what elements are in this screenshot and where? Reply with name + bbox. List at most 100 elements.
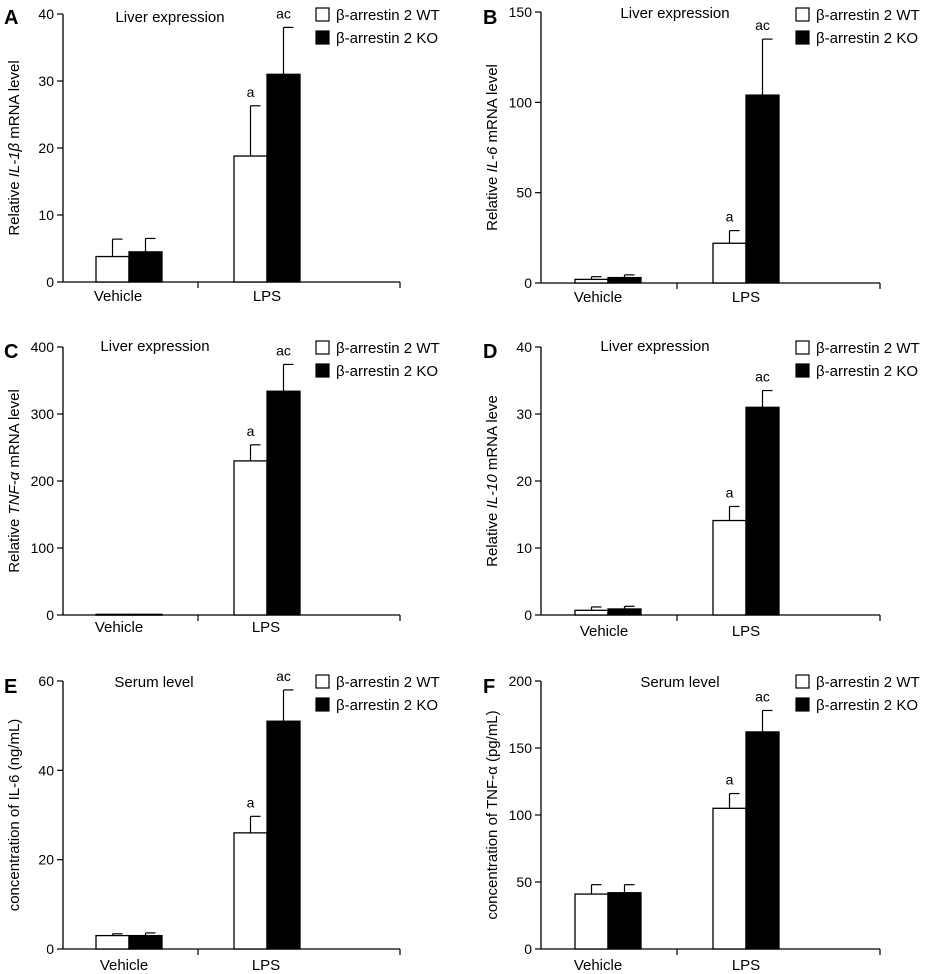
category-label: LPS xyxy=(732,957,760,974)
y-tick-label: 150 xyxy=(509,740,533,756)
y-tick-label: 0 xyxy=(46,941,54,957)
chart-title: Liver expression xyxy=(115,9,224,26)
significance-label: a xyxy=(726,209,734,225)
chart-title: Liver expression xyxy=(600,338,709,355)
legend-label-wt: β-arrestin 2 WT xyxy=(816,340,920,357)
legend-swatch-ko xyxy=(316,698,329,711)
category-label: Vehicle xyxy=(574,289,622,306)
y-axis-label-pre: Relative xyxy=(484,509,501,567)
category-label: LPS xyxy=(252,957,280,974)
bar-ko xyxy=(129,252,162,282)
y-tick-label: 400 xyxy=(31,339,55,355)
legend-swatch-ko xyxy=(316,31,329,44)
y-tick-label: 50 xyxy=(516,185,532,201)
y-tick-label: 50 xyxy=(516,874,532,890)
bar-wt xyxy=(575,279,608,283)
category-label: LPS xyxy=(732,289,760,306)
y-tick-label: 0 xyxy=(46,607,54,623)
panel-letter: E xyxy=(4,676,17,698)
bar-ko xyxy=(608,893,641,949)
legend-label-wt: β-arrestin 2 WT xyxy=(816,7,920,24)
legend: β-arrestin 2 WT β-arrestin 2 KO xyxy=(796,7,920,47)
chart-title: Serum level xyxy=(640,674,719,691)
significance-label: ac xyxy=(755,369,770,385)
chart-panel-a: A 0 10 20 30 40 Vehicle LPS Relative IL-1β mRNA … xyxy=(4,5,440,305)
bar-ko xyxy=(267,391,300,615)
panel-letter: A xyxy=(4,7,18,29)
legend: β-arrestin 2 WT β-arrestin 2 KO xyxy=(796,340,920,380)
legend-swatch-wt xyxy=(316,8,329,21)
category-label: Vehicle xyxy=(94,288,142,305)
legend: β-arrestin 2 WT β-arrestin 2 KO xyxy=(796,674,920,714)
y-tick-label: 30 xyxy=(38,73,54,89)
y-axis-label-pre: concentration of TNF-α (pg/mL) xyxy=(484,710,501,919)
y-axis-label: Relative IL-1β mRNA level xyxy=(6,60,23,235)
bar-ko xyxy=(129,614,162,615)
y-axis-label: Relative TNF-α mRNA level xyxy=(6,389,23,573)
category-label: LPS xyxy=(252,619,280,636)
bar-wt xyxy=(713,521,746,615)
panel-letter: B xyxy=(483,7,497,29)
legend-label-ko: β-arrestin 2 KO xyxy=(816,363,918,380)
y-tick-label: 100 xyxy=(509,807,533,823)
significance-label: a xyxy=(247,84,255,100)
panel-letter: C xyxy=(4,341,18,363)
legend: β-arrestin 2 WT β-arrestin 2 KO xyxy=(316,7,440,47)
legend: β-arrestin 2 WT β-arrestin 2 KO xyxy=(316,340,440,380)
y-tick-label: 40 xyxy=(516,339,532,355)
y-tick-label: 40 xyxy=(38,6,54,22)
y-tick-label: 10 xyxy=(38,207,54,223)
bar-wt xyxy=(234,156,267,282)
bar-wt xyxy=(96,257,129,282)
y-tick-label: 60 xyxy=(38,673,54,689)
y-axis-label-post: mRNA level xyxy=(6,389,23,472)
significance-label: ac xyxy=(276,5,291,21)
y-tick-label: 20 xyxy=(38,852,54,868)
legend-swatch-ko xyxy=(796,698,809,711)
bar-ko xyxy=(267,74,300,282)
bar-ko xyxy=(267,721,300,949)
legend-swatch-wt xyxy=(796,8,809,21)
y-axis-label-italic: TNF-α xyxy=(6,471,23,514)
y-tick-label: 0 xyxy=(524,607,532,623)
bar-ko xyxy=(746,732,779,949)
significance-label: a xyxy=(247,794,255,810)
y-axis-label: Relative IL-10 mRNA leve xyxy=(484,395,501,567)
y-tick-label: 300 xyxy=(31,406,55,422)
significance-label: a xyxy=(726,484,734,500)
y-tick-label: 200 xyxy=(509,673,533,689)
legend-swatch-wt xyxy=(796,675,809,688)
y-tick-label: 30 xyxy=(516,406,532,422)
category-label: LPS xyxy=(253,288,281,305)
chart-title: Serum level xyxy=(114,674,193,691)
legend-swatch-ko xyxy=(316,364,329,377)
significance-label: a xyxy=(247,423,255,439)
legend-swatch-ko xyxy=(796,364,809,377)
significance-label: ac xyxy=(755,17,770,33)
y-tick-label: 10 xyxy=(516,540,532,556)
y-tick-label: 100 xyxy=(31,540,55,556)
significance-label: a xyxy=(726,772,734,788)
y-axis-label-pre: Relative xyxy=(6,514,23,572)
bar-wt xyxy=(713,808,746,949)
y-tick-label: 20 xyxy=(38,140,54,156)
legend-swatch-ko xyxy=(796,31,809,44)
y-tick-label: 0 xyxy=(46,274,54,290)
y-axis-label-post: mRNA leve xyxy=(484,395,501,474)
significance-label: ac xyxy=(276,668,291,684)
legend-swatch-wt xyxy=(796,341,809,354)
legend-label-wt: β-arrestin 2 WT xyxy=(336,674,440,691)
legend-label-wt: β-arrestin 2 WT xyxy=(816,674,920,691)
bar-wt xyxy=(575,610,608,615)
y-tick-label: 0 xyxy=(524,941,532,957)
y-axis-label-post: mRNA level xyxy=(484,64,501,147)
legend-swatch-wt xyxy=(316,341,329,354)
y-tick-label: 20 xyxy=(516,473,532,489)
y-tick-label: 0 xyxy=(524,275,532,291)
legend-label-ko: β-arrestin 2 KO xyxy=(816,30,918,47)
y-tick-label: 100 xyxy=(509,94,533,110)
legend-label-ko: β-arrestin 2 KO xyxy=(336,30,438,47)
category-label: Vehicle xyxy=(574,957,622,974)
y-tick-label: 200 xyxy=(31,473,55,489)
legend-swatch-wt xyxy=(316,675,329,688)
